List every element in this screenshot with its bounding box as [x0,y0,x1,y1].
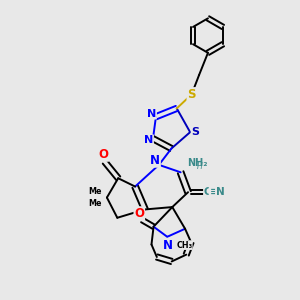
Text: Me: Me [88,199,102,208]
Text: Me: Me [88,187,102,196]
Text: N: N [144,135,153,145]
Text: NH₂: NH₂ [187,158,207,168]
Text: N: N [163,238,173,252]
Text: N: N [147,109,156,119]
Text: O: O [134,207,144,220]
Text: S: S [191,127,200,136]
Text: H: H [196,162,202,171]
Text: C: C [204,187,212,196]
Text: O: O [98,148,108,161]
Text: N: N [150,154,160,167]
Text: N: N [216,187,224,196]
Text: S: S [188,88,196,101]
Text: ≡: ≡ [209,187,219,196]
Text: CH₃: CH₃ [176,241,192,250]
